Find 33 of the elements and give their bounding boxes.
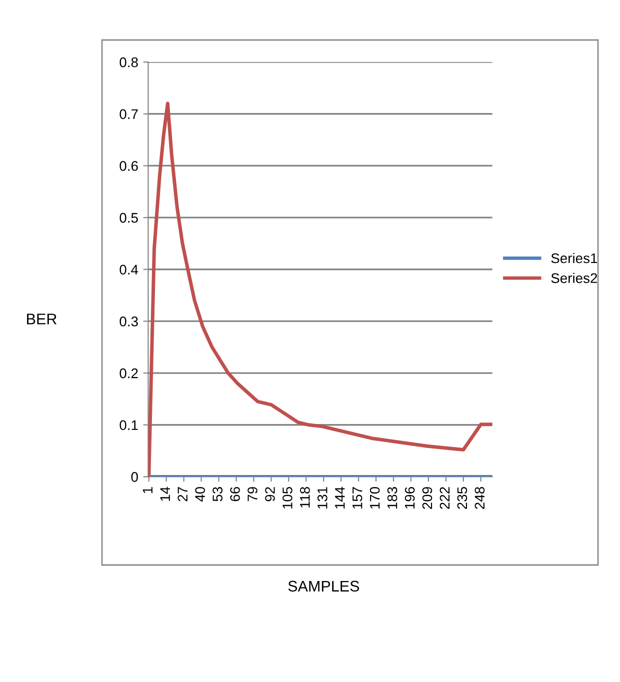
y-axis-title: BER bbox=[27, 314, 57, 324]
x-tick-label: 183 bbox=[387, 487, 398, 509]
x-tick-label: 170 bbox=[370, 486, 380, 509]
legend-label: Series1 bbox=[551, 252, 598, 264]
x-tick-label: 27 bbox=[178, 487, 188, 502]
x-tick-label: 53 bbox=[212, 487, 222, 502]
legend-label: Series2 bbox=[551, 272, 598, 284]
x-tick-label: 92 bbox=[265, 487, 275, 502]
x-tick-label: 235 bbox=[457, 487, 468, 509]
x-tick-label: 66 bbox=[230, 487, 240, 502]
x-tick-label: 118 bbox=[300, 487, 310, 508]
x-tick-label: 157 bbox=[352, 487, 362, 509]
y-tick-label: 0.3 bbox=[120, 316, 138, 326]
y-tick-label: 0.1 bbox=[120, 420, 138, 430]
x-tick-label: 131 bbox=[317, 487, 328, 509]
x-tick-label: 222 bbox=[440, 487, 450, 509]
x-tick-label: 1 bbox=[142, 487, 152, 494]
x-tick-label: 196 bbox=[404, 487, 415, 509]
x-tick-label: 209 bbox=[422, 487, 432, 509]
x-tick-label: 248 bbox=[474, 487, 485, 509]
y-tick-label: 0.7 bbox=[120, 109, 138, 120]
x-tick-label: 40 bbox=[195, 486, 205, 502]
x-tick-label: 14 bbox=[160, 486, 170, 501]
y-tick-label: 0.2 bbox=[120, 368, 138, 378]
x-axis-title: SAMPLES bbox=[288, 580, 360, 592]
x-tick-label: 144 bbox=[335, 486, 345, 509]
x-tick-label: 79 bbox=[248, 487, 258, 502]
x-tick-label: 105 bbox=[282, 487, 292, 509]
y-tick-label: 0.8 bbox=[120, 57, 138, 68]
y-tick-label: 0.4 bbox=[120, 264, 138, 275]
y-tick-label: 0 bbox=[131, 472, 138, 482]
y-tick-label: 0.6 bbox=[120, 161, 138, 171]
y-tick-label: 0.5 bbox=[120, 212, 138, 223]
